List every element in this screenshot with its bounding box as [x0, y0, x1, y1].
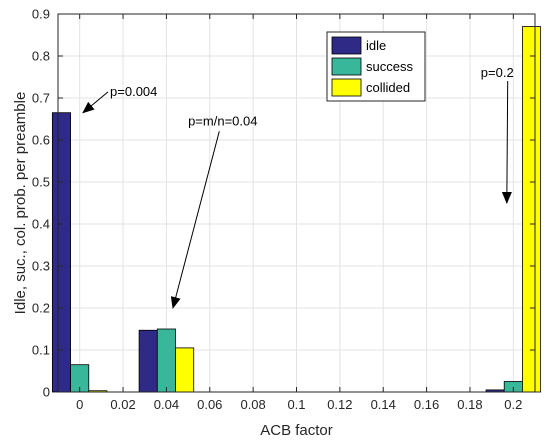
annotation-arrow — [82, 91, 109, 114]
x-tick-label: 0.06 — [197, 397, 222, 412]
x-tick-label: 0.14 — [371, 397, 396, 412]
x-tick-label: 0.02 — [110, 397, 135, 412]
y-tick-label: 0.2 — [32, 301, 50, 316]
bar-success-1 — [156, 328, 176, 393]
y-tick-label: 0.7 — [32, 91, 50, 106]
annotation-arrow — [170, 131, 220, 309]
x-tick-label: 0.16 — [414, 397, 439, 412]
x-axis-title: ACB factor — [260, 422, 333, 439]
x-tick-label: 0.04 — [154, 397, 179, 412]
y-tick-label: 0 — [43, 385, 50, 400]
legend-label: collided — [366, 80, 410, 95]
y-tick-label: 0.6 — [32, 133, 50, 148]
annotation-label: p=0.004 — [110, 84, 157, 99]
legend-label: success — [366, 59, 413, 74]
y-tick-label: 0.8 — [32, 49, 50, 64]
x-tick-label: 0.1 — [287, 397, 305, 412]
legend-swatch-idle — [331, 36, 362, 55]
x-tick-label: 0.18 — [457, 397, 482, 412]
x-tick-label: 0.12 — [327, 397, 352, 412]
y-tick-label: 0.3 — [32, 259, 50, 274]
grid-lines — [58, 13, 535, 393]
y-tick-label: 0.1 — [32, 343, 50, 358]
y-tick-label: 0.5 — [32, 175, 50, 190]
annotation-arrow — [501, 80, 512, 204]
legend-swatch-success — [331, 57, 362, 76]
bars — [51, 26, 542, 393]
legend-label: idle — [366, 38, 386, 53]
bar-collided-2 — [522, 26, 542, 393]
bar-idle-1 — [138, 329, 158, 393]
legend-swatch-collided — [331, 78, 362, 97]
x-tick-label: 0.2 — [504, 397, 522, 412]
annotations: p=0.004 p=m/n=0.04 p=0.2 — [82, 65, 514, 309]
legend: idle success collided — [326, 31, 426, 102]
annotation-label: p=0.2 — [481, 65, 514, 80]
axis-ticks: 0 0.02 0.04 0.06 0.08 0.1 0.12 0.14 0.16 0.18 0.2 0… — [32, 7, 535, 412]
y-tick-label: 0.4 — [32, 217, 50, 232]
annotation-label: p=m/n=0.04 — [188, 113, 257, 128]
x-tick-label: 0.08 — [240, 397, 265, 412]
bar-collided-1 — [175, 347, 195, 393]
y-tick-label: 0.9 — [32, 7, 50, 22]
x-tick-label: 0 — [76, 397, 83, 412]
y-axis-title: Idle, suc., col. prob. per preamble — [12, 92, 29, 315]
